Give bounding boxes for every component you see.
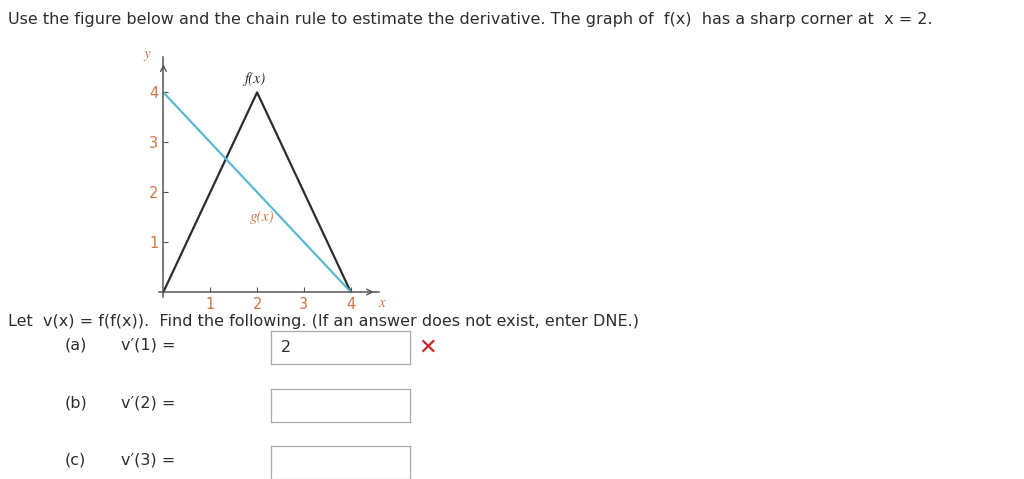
Text: 2: 2 bbox=[281, 340, 291, 355]
Text: v′(3) =: v′(3) = bbox=[121, 453, 175, 468]
Text: (b): (b) bbox=[65, 395, 87, 410]
Text: x: x bbox=[378, 296, 385, 310]
Text: v′(1) =: v′(1) = bbox=[121, 338, 175, 353]
Text: g(x): g(x) bbox=[250, 210, 274, 224]
Text: v′(2) =: v′(2) = bbox=[121, 395, 175, 410]
Text: (c): (c) bbox=[65, 453, 86, 468]
Text: f(x): f(x) bbox=[244, 72, 265, 86]
Text: Let  v(x) = f(f(x)).  Find the following. (If an answer does not exist, enter DN: Let v(x) = f(f(x)). Find the following. … bbox=[8, 314, 639, 329]
Text: Use the figure below and the chain rule to estimate the derivative. The graph of: Use the figure below and the chain rule … bbox=[8, 12, 933, 27]
Text: ✕: ✕ bbox=[418, 338, 436, 358]
Text: y: y bbox=[143, 47, 151, 61]
Text: (a): (a) bbox=[65, 338, 87, 353]
